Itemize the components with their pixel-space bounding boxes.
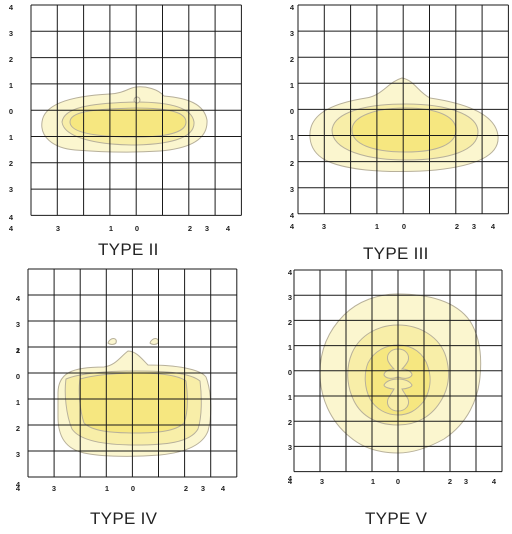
type-ii-distribution xyxy=(41,86,208,153)
type-ii-y-label-6: 1 xyxy=(9,133,13,142)
type-iii-y-label-1: 4 xyxy=(290,3,295,12)
type-ii-y-label-8: 3 xyxy=(9,185,13,194)
type-v-distribution xyxy=(319,293,482,454)
type-ii-title: TYPE II xyxy=(98,240,159,259)
type-iii-x-label-1: 4 xyxy=(290,222,295,231)
type-v-x-axis-labels: 4 3 1 0 2 3 4 xyxy=(288,477,497,486)
type-iv-y-label-1: 4 xyxy=(16,294,21,303)
type-v-y-label-5: 0 xyxy=(288,368,292,377)
type-iv-y-label-8: 3 xyxy=(16,450,20,459)
type-ii-y-label-4: 1 xyxy=(9,81,13,90)
type-v-x-label-2: 3 xyxy=(320,477,324,486)
type-iii-y-label-9: 4 xyxy=(290,211,295,220)
type-iv-x-label-1: 4 xyxy=(16,484,21,493)
type-v-y-label-4: 1 xyxy=(288,343,292,352)
type-iii-y-label-7: 2 xyxy=(290,159,294,168)
type-iv-title: TYPE IV xyxy=(90,509,158,528)
type-ii-grid xyxy=(30,4,242,216)
type-iv-x-label-5: 2 xyxy=(184,484,188,493)
type-v-x-label-7: 4 xyxy=(492,477,497,486)
type-ii-y-label-2: 3 xyxy=(9,29,13,38)
type-iv-y-label-4: 1 xyxy=(16,346,20,355)
type-v-title: TYPE V xyxy=(365,509,428,528)
type-v-x-label-3: 1 xyxy=(371,477,375,486)
type-ii-x-label-1: 4 xyxy=(9,224,14,233)
type-iv-grid xyxy=(27,268,238,478)
type-iv-x-label-3: 1 xyxy=(105,484,109,493)
type-iii-y-axis-labels: 4 3 2 1 0 1 2 3 4 xyxy=(290,3,295,220)
type-iv-y-label-9: 4 xyxy=(16,480,21,489)
type-iv-inner-contour xyxy=(78,372,188,434)
type-iv-x-label-7: 4 xyxy=(221,484,226,493)
type-ii-panel: 4 3 2 1 0 1 2 3 4 4 3 1 0 2 3 4 TYPE II xyxy=(0,0,256,267)
type-v-panel: 4 3 2 1 0 1 2 3 4 4 3 1 0 2 3 4 TYPE V xyxy=(256,267,512,534)
type-iii-x-axis-labels: 4 3 1 0 2 3 4 xyxy=(290,222,496,231)
type-v-diagram: 4 3 2 1 0 1 2 3 4 4 3 1 0 2 3 4 xyxy=(288,268,503,486)
type-v-y-label-9: 4 xyxy=(288,474,293,483)
type-iv-x-label-6: 3 xyxy=(201,484,205,493)
type-ii-inner-contour xyxy=(69,107,187,138)
type-iii-x-label-2: 3 xyxy=(322,222,326,231)
type-iii-y-label-2: 3 xyxy=(290,29,294,38)
type-iii-diagram: 4 3 2 1 0 1 2 3 4 4 3 1 0 2 3 4 xyxy=(290,3,509,231)
type-v-y-label-2: 3 xyxy=(288,293,292,302)
type-iv-y-label-5: 0 xyxy=(16,372,20,381)
type-iv-diagram: 4 3 2 1 0 1 2 3 4 4 3 1 0 2 3 4 xyxy=(16,268,238,493)
type-v-x-label-1: 4 xyxy=(288,477,293,486)
type-ii-x-label-7: 4 xyxy=(226,224,231,233)
type-ii-x-axis-labels: 4 3 1 0 2 3 4 xyxy=(9,224,231,233)
type-iii-y-label-5: 0 xyxy=(290,107,294,116)
type-iii-title: TYPE III xyxy=(363,244,429,263)
type-v-y-label-3: 2 xyxy=(288,318,292,327)
type-iii-y-label-3: 2 xyxy=(290,55,294,64)
type-v-x-label-5: 2 xyxy=(448,477,452,486)
type-iii-x-label-5: 2 xyxy=(455,222,459,231)
type-iii-x-label-6: 3 xyxy=(472,222,476,231)
type-iv-distribution xyxy=(57,338,212,457)
type-ii-y-label-5: 0 xyxy=(9,107,13,116)
type-iii-x-label-3: 1 xyxy=(375,222,379,231)
type-iv-panel: 4 3 2 1 0 1 2 3 4 4 3 1 0 2 3 4 TYPE IV xyxy=(0,267,256,534)
type-ii-diagram: 4 3 2 1 0 1 2 3 4 4 3 1 0 2 3 4 xyxy=(9,3,242,233)
type-v-y-label-8: 3 xyxy=(288,443,292,452)
type-iv-y-label-2: 3 xyxy=(16,320,20,329)
type-iv-x-axis-labels: 4 3 1 0 2 3 4 xyxy=(16,484,226,493)
type-iv-x-label-4: 0 xyxy=(131,484,135,493)
type-iv-y-label-3: 2 xyxy=(16,346,20,355)
type-ii-x-label-3: 1 xyxy=(109,224,113,233)
type-v-y-axis-labels: 4 3 2 1 0 1 2 3 4 xyxy=(288,268,293,483)
type-v-y-label-1: 4 xyxy=(288,268,293,277)
type-ii-y-axis-labels: 4 3 2 1 0 1 2 3 4 xyxy=(9,3,14,222)
type-v-y-label-6: 1 xyxy=(288,393,292,402)
type-ii-y-label-7: 2 xyxy=(9,159,13,168)
type-ii-y-label-1: 4 xyxy=(9,3,14,12)
type-ii-x-label-2: 3 xyxy=(56,224,60,233)
type-ii-y-label-9: 4 xyxy=(9,213,14,222)
type-iii-y-label-6: 1 xyxy=(290,133,294,142)
type-ii-x-label-6: 3 xyxy=(205,224,209,233)
type-iv-y-axis-labels: 4 3 2 1 0 1 2 3 4 xyxy=(16,294,21,489)
type-iii-grid xyxy=(297,4,509,215)
type-ii-y-label-3: 2 xyxy=(9,55,13,64)
type-v-grid xyxy=(293,269,503,473)
type-iv-left-spot xyxy=(107,338,117,345)
type-iii-y-label-8: 3 xyxy=(290,185,294,194)
type-iv-x-label-2: 3 xyxy=(52,484,56,493)
type-ii-x-label-5: 2 xyxy=(188,224,192,233)
type-v-y-label-7: 2 xyxy=(288,418,292,427)
type-iii-inner-contour xyxy=(351,107,457,153)
type-v-x-label-4: 0 xyxy=(396,477,400,486)
type-iv-y-label-7: 2 xyxy=(16,424,20,433)
type-ii-small-spot xyxy=(133,96,141,104)
type-iv-y-label-6: 1 xyxy=(16,398,20,407)
type-iv-right-spot xyxy=(149,338,159,345)
type-iii-distribution xyxy=(309,77,499,172)
type-iii-y-label-4: 1 xyxy=(290,81,294,90)
type-ii-x-label-4: 0 xyxy=(135,224,139,233)
type-iii-x-label-4: 0 xyxy=(402,222,406,231)
type-iii-x-label-7: 4 xyxy=(491,222,496,231)
type-v-x-label-6: 3 xyxy=(464,477,468,486)
type-iii-panel: 4 3 2 1 0 1 2 3 4 4 3 1 0 2 3 4 TYPE III xyxy=(256,0,512,267)
